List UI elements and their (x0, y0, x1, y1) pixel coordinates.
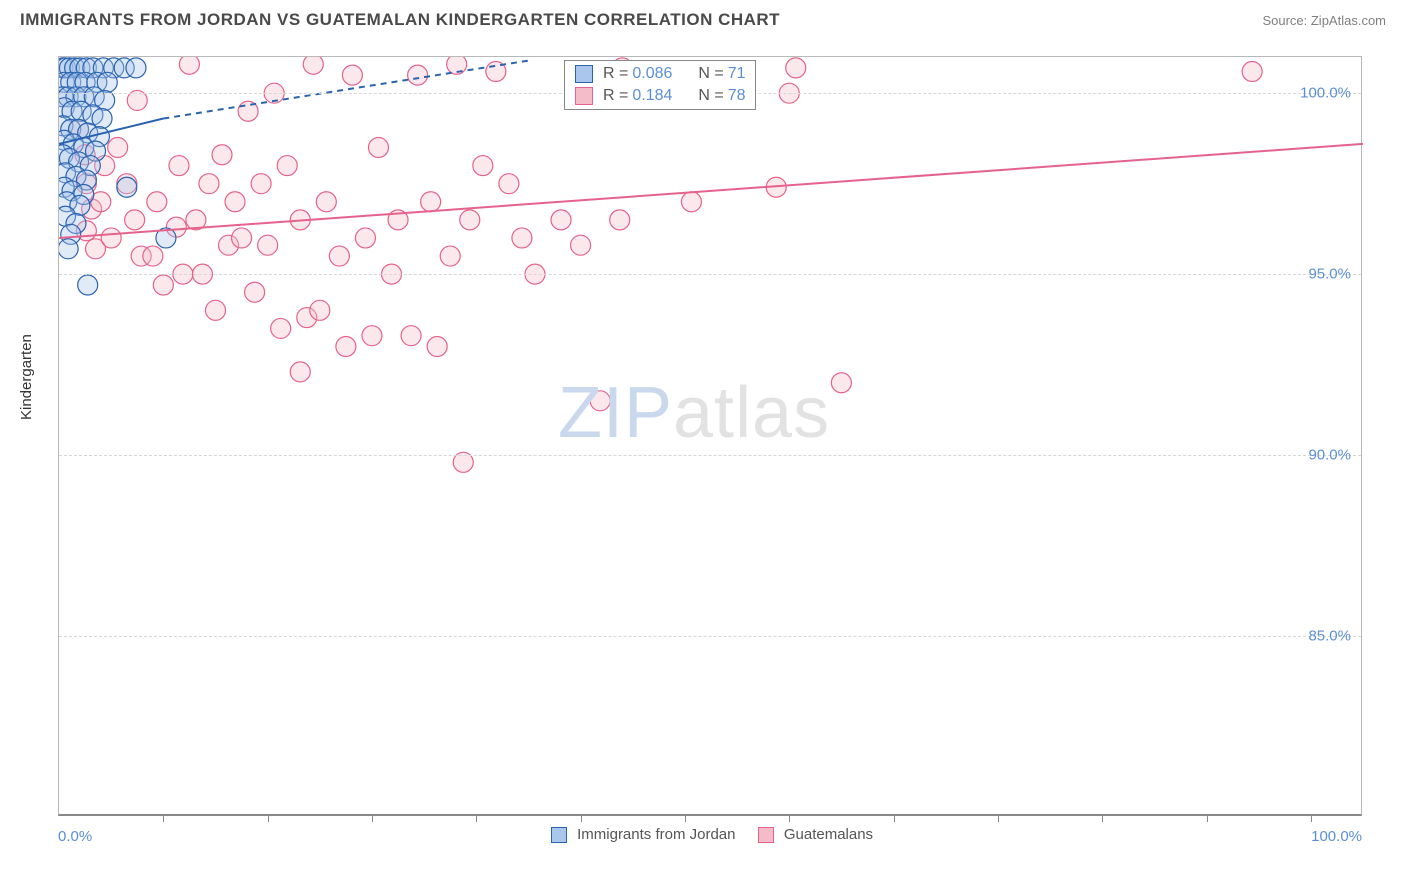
bottom-legend: Immigrants from Jordan Guatemalans (0, 826, 1406, 843)
legend-swatch-jordan (551, 827, 567, 843)
stat-r-jordan: 0.086 (632, 65, 682, 83)
stat-swatch-guatemalan (575, 87, 593, 105)
y-axis-label: Kindergarten (18, 334, 35, 420)
legend-label-guatemalan: Guatemalans (784, 826, 873, 843)
stat-row-jordan: R = 0.086 N = 71 (565, 63, 755, 85)
legend-swatch-guatemalan (758, 827, 774, 843)
stat-n-label: N = (698, 87, 723, 105)
stat-n-guatemalan: 78 (728, 87, 746, 105)
header: IMMIGRANTS FROM JORDAN VS GUATEMALAN KIN… (0, 0, 1406, 38)
y-tick-label: 95.0% (1308, 266, 1351, 283)
y-tick-label: 100.0% (1300, 85, 1351, 102)
y-tick-label: 85.0% (1308, 628, 1351, 645)
stat-r-label: R = (603, 87, 628, 105)
stat-r-guatemalan: 0.184 (632, 87, 682, 105)
chart-title: IMMIGRANTS FROM JORDAN VS GUATEMALAN KIN… (20, 10, 780, 30)
y-tick-label: 90.0% (1308, 447, 1351, 464)
source-attribution: Source: ZipAtlas.com (1262, 13, 1386, 28)
stat-row-guatemalan: R = 0.184 N = 78 (565, 85, 755, 107)
chart-area: 100.0% 95.0% 90.0% 85.0% (58, 56, 1362, 816)
stat-legend-box: R = 0.086 N = 71 R = 0.184 N = 78 (564, 60, 756, 110)
stat-r-label: R = (603, 65, 628, 83)
stat-swatch-jordan (575, 65, 593, 83)
stat-n-label: N = (698, 65, 723, 83)
scatter-plot-svg (59, 57, 1363, 817)
stat-n-jordan: 71 (728, 65, 746, 83)
legend-label-jordan: Immigrants from Jordan (577, 826, 735, 843)
